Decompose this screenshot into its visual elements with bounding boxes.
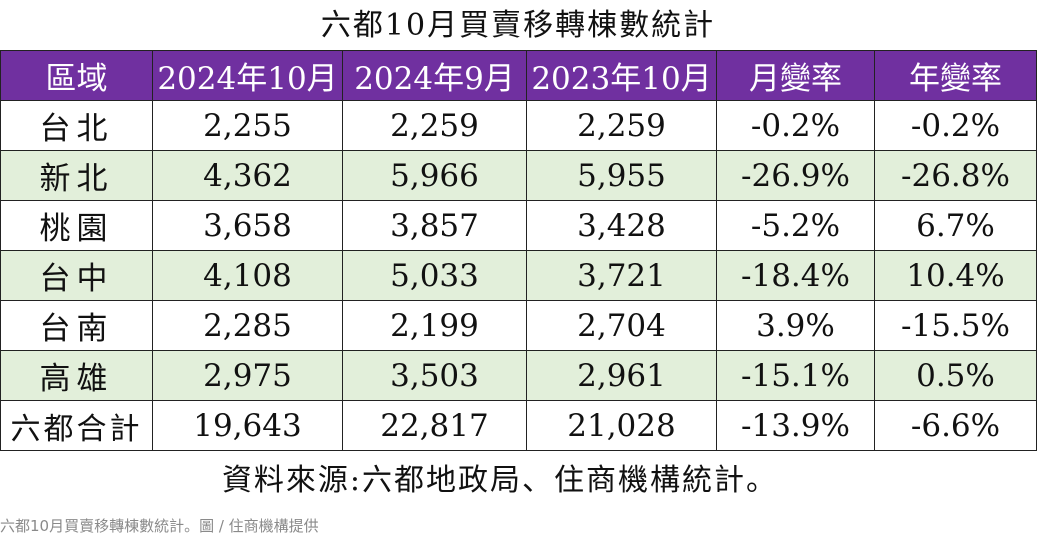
oct-2023-cell: 3,721 (526, 250, 717, 301)
data-source-note: 資料來源:六都地政局、住商機構統計。 (221, 463, 779, 498)
region-cell: 新北 (0, 150, 153, 201)
sep-2024-cell: 2,259 (342, 100, 527, 151)
header-2023-oct: 2023年10月 (526, 50, 717, 101)
region-cell: 台中 (0, 250, 153, 301)
sep-2024-cell: 22,817 (342, 400, 527, 451)
region-cell: 桃園 (0, 200, 153, 251)
header-2024-sep: 2024年9月 (342, 50, 527, 101)
transfer-statistics-table: 區域 2024年10月 2024年9月 2023年10月 月變率 年變率 台北 … (0, 50, 1037, 451)
sep-2024-cell: 5,033 (342, 250, 527, 301)
oct-2024-cell: 2,255 (152, 100, 343, 151)
image-caption: 六都10月買賣移轉棟數統計。圖 / 住商機構提供 (0, 517, 319, 535)
header-monthly-change: 月變率 (716, 50, 875, 101)
yearly-change-cell: 10.4% (874, 250, 1037, 301)
table-row: 台南 2,285 2,199 2,704 3.9% -15.5% (0, 300, 1037, 351)
sep-2024-cell: 3,857 (342, 200, 527, 251)
monthly-change-cell: 3.9% (716, 300, 875, 351)
sep-2024-cell: 2,199 (342, 300, 527, 351)
header-row: 區域 2024年10月 2024年9月 2023年10月 月變率 年變率 (0, 50, 1037, 101)
monthly-change-cell: -26.9% (716, 150, 875, 201)
monthly-change-cell: -13.9% (716, 400, 875, 451)
table-row: 桃園 3,658 3,857 3,428 -5.2% 6.7% (0, 200, 1037, 251)
oct-2023-cell: 2,704 (526, 300, 717, 351)
total-row: 六都合計 19,643 22,817 21,028 -13.9% -6.6% (0, 400, 1037, 451)
header-yearly-change: 年變率 (874, 50, 1037, 101)
yearly-change-cell: -6.6% (874, 400, 1037, 451)
header-region: 區域 (0, 50, 153, 101)
monthly-change-cell: -18.4% (716, 250, 875, 301)
yearly-change-cell: 6.7% (874, 200, 1037, 251)
oct-2024-cell: 4,362 (152, 150, 343, 201)
table-row: 台北 2,255 2,259 2,259 -0.2% -0.2% (0, 100, 1037, 151)
oct-2023-cell: 3,428 (526, 200, 717, 251)
statistics-figure: 六都10月買賣移轉棟數統計 區域 2024年10月 2024年9月 2023年1… (0, 8, 1037, 498)
table-title: 六都10月買賣移轉棟數統計 (320, 8, 716, 43)
oct-2023-cell: 2,961 (526, 350, 717, 401)
oct-2024-cell: 19,643 (152, 400, 343, 451)
monthly-change-cell: -15.1% (716, 350, 875, 401)
header-2024-oct: 2024年10月 (152, 50, 343, 101)
oct-2023-cell: 2,259 (526, 100, 717, 151)
monthly-change-cell: -5.2% (716, 200, 875, 251)
oct-2024-cell: 2,285 (152, 300, 343, 351)
yearly-change-cell: 0.5% (874, 350, 1037, 401)
oct-2024-cell: 3,658 (152, 200, 343, 251)
region-cell: 台北 (0, 100, 153, 151)
table-row: 台中 4,108 5,033 3,721 -18.4% 10.4% (0, 250, 1037, 301)
oct-2023-cell: 5,955 (526, 150, 717, 201)
sep-2024-cell: 5,966 (342, 150, 527, 201)
region-cell: 台南 (0, 300, 153, 351)
yearly-change-cell: -26.8% (874, 150, 1037, 201)
table-row: 新北 4,362 5,966 5,955 -26.9% -26.8% (0, 150, 1037, 201)
yearly-change-cell: -0.2% (874, 100, 1037, 151)
region-cell: 高雄 (0, 350, 153, 401)
table-row: 高雄 2,975 3,503 2,961 -15.1% 0.5% (0, 350, 1037, 401)
sep-2024-cell: 3,503 (342, 350, 527, 401)
oct-2024-cell: 2,975 (152, 350, 343, 401)
region-cell-total: 六都合計 (0, 400, 153, 451)
oct-2023-cell: 21,028 (526, 400, 717, 451)
oct-2024-cell: 4,108 (152, 250, 343, 301)
yearly-change-cell: -15.5% (874, 300, 1037, 351)
monthly-change-cell: -0.2% (716, 100, 875, 151)
